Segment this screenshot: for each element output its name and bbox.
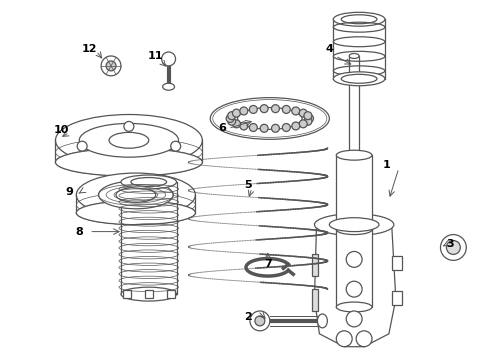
Circle shape <box>101 56 121 76</box>
Bar <box>392 256 402 270</box>
Ellipse shape <box>333 72 385 86</box>
Circle shape <box>336 331 352 347</box>
Text: 6: 6 <box>218 123 226 134</box>
Circle shape <box>299 120 307 128</box>
Circle shape <box>282 123 290 131</box>
Ellipse shape <box>329 218 379 231</box>
Text: 7: 7 <box>264 259 271 269</box>
Bar <box>167 290 174 298</box>
Text: 4: 4 <box>325 44 333 54</box>
Text: 12: 12 <box>81 44 97 54</box>
Circle shape <box>232 120 241 128</box>
Ellipse shape <box>336 225 372 235</box>
Circle shape <box>304 117 312 125</box>
Circle shape <box>356 331 372 347</box>
Circle shape <box>282 105 290 113</box>
Text: 5: 5 <box>244 180 252 190</box>
Circle shape <box>271 105 279 113</box>
Circle shape <box>346 281 362 297</box>
Text: 9: 9 <box>66 187 74 197</box>
Circle shape <box>249 105 257 113</box>
Circle shape <box>299 109 307 117</box>
Circle shape <box>228 117 236 125</box>
Bar <box>313 289 318 311</box>
Ellipse shape <box>116 188 156 202</box>
Circle shape <box>77 141 87 151</box>
Text: 8: 8 <box>75 226 83 237</box>
Bar <box>123 290 131 298</box>
Circle shape <box>232 109 241 117</box>
Circle shape <box>346 251 362 267</box>
Ellipse shape <box>341 15 377 24</box>
Bar <box>349 56 359 160</box>
Circle shape <box>162 52 175 66</box>
Ellipse shape <box>79 123 178 157</box>
Ellipse shape <box>336 150 372 160</box>
Ellipse shape <box>76 201 196 225</box>
Ellipse shape <box>341 74 377 83</box>
Circle shape <box>346 311 362 327</box>
Ellipse shape <box>109 132 149 148</box>
Circle shape <box>249 123 257 131</box>
Text: 2: 2 <box>244 312 252 322</box>
Ellipse shape <box>336 302 372 312</box>
Ellipse shape <box>131 177 167 186</box>
Ellipse shape <box>55 148 202 176</box>
Circle shape <box>292 122 300 130</box>
Text: 10: 10 <box>54 125 69 135</box>
Circle shape <box>250 311 270 331</box>
Ellipse shape <box>163 83 174 90</box>
Text: 11: 11 <box>148 51 164 61</box>
Bar <box>336 228 372 307</box>
Circle shape <box>228 112 236 120</box>
Circle shape <box>292 107 300 115</box>
Ellipse shape <box>318 314 327 328</box>
Circle shape <box>260 124 268 132</box>
Circle shape <box>260 105 268 113</box>
Ellipse shape <box>121 175 176 189</box>
Circle shape <box>171 141 181 151</box>
Circle shape <box>240 122 248 130</box>
Circle shape <box>306 114 314 122</box>
Ellipse shape <box>238 108 302 129</box>
Ellipse shape <box>315 214 394 235</box>
Bar <box>313 255 318 276</box>
Circle shape <box>271 124 279 132</box>
Circle shape <box>240 107 248 115</box>
Text: 1: 1 <box>383 160 391 170</box>
Circle shape <box>106 61 116 71</box>
Ellipse shape <box>76 173 196 217</box>
Ellipse shape <box>55 114 202 166</box>
Bar <box>392 291 402 305</box>
Circle shape <box>304 112 312 120</box>
Circle shape <box>446 240 460 255</box>
Text: 3: 3 <box>446 239 454 249</box>
Bar <box>145 290 153 298</box>
Ellipse shape <box>349 54 359 58</box>
Ellipse shape <box>121 287 176 301</box>
Bar <box>336 155 372 230</box>
Circle shape <box>441 235 466 260</box>
Ellipse shape <box>333 12 385 26</box>
Circle shape <box>124 121 134 131</box>
Ellipse shape <box>98 181 173 209</box>
Circle shape <box>255 316 265 326</box>
Circle shape <box>226 114 234 122</box>
Polygon shape <box>315 228 396 347</box>
Ellipse shape <box>210 98 329 139</box>
